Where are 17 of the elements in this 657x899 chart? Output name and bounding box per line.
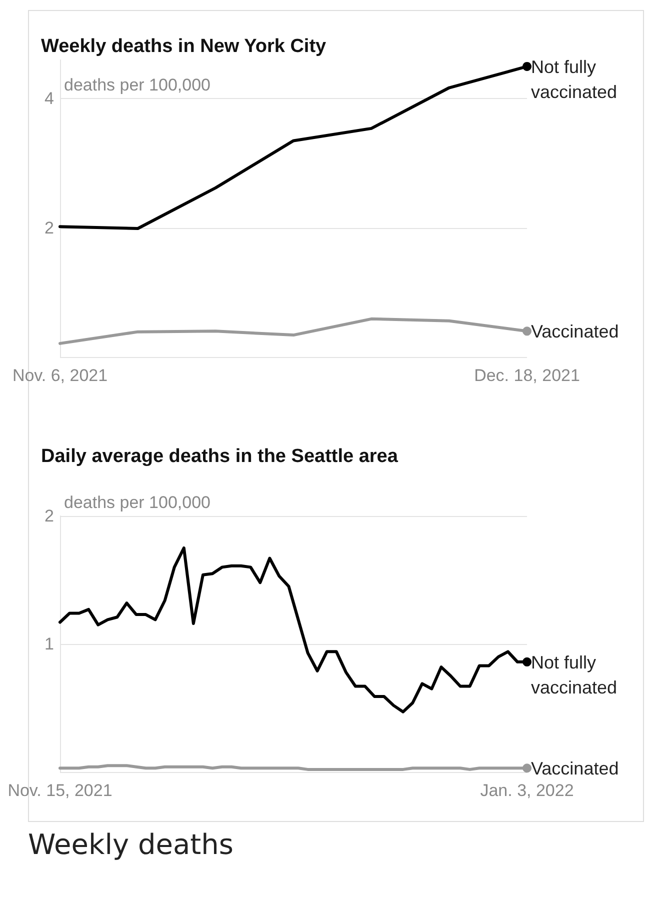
y-axis-title: deaths per 100,000 bbox=[64, 76, 211, 95]
x-tick-label: Nov. 15, 2021 bbox=[8, 781, 112, 800]
series-label: Not fully vaccinated bbox=[531, 652, 618, 698]
x-tick-label: Nov. 6, 2021 bbox=[12, 366, 108, 385]
y-tick-label: 4 bbox=[44, 89, 54, 108]
x-tick-label: Dec. 18, 2021 bbox=[474, 366, 580, 385]
series-label: Not fully vaccinated bbox=[531, 56, 618, 102]
text: Weekly deaths bbox=[28, 828, 234, 861]
series-label: Vaccinated bbox=[531, 322, 619, 342]
x-tick-label: Jan. 3, 2022 bbox=[480, 781, 574, 800]
series-label: Vaccinated bbox=[531, 758, 619, 779]
y-tick-label: 2 bbox=[44, 506, 54, 526]
y-tick-label: 2 bbox=[44, 218, 54, 238]
y-tick-label: 1 bbox=[44, 634, 54, 654]
chart-title: Weekly deaths in New York City bbox=[41, 36, 327, 57]
chart-title: Daily average deaths in the Seattle area bbox=[41, 446, 398, 467]
y-axis-title: deaths per 100,000 bbox=[64, 493, 211, 512]
